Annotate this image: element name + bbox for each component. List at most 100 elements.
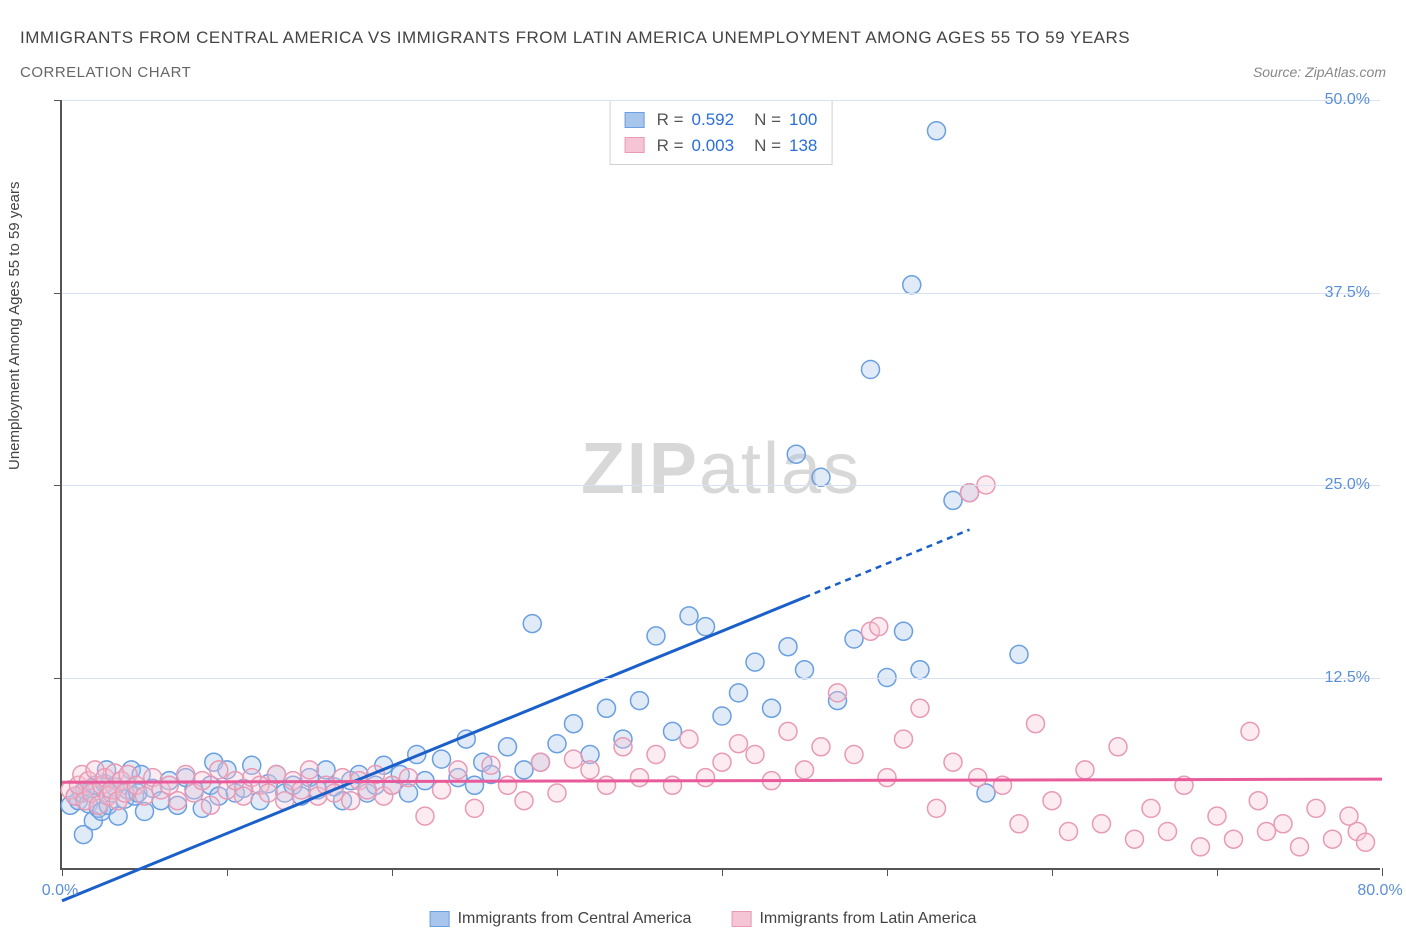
data-point <box>383 776 401 794</box>
x-tick <box>722 868 723 876</box>
data-point <box>895 730 913 748</box>
legend-series-item: Immigrants from Central America <box>430 910 692 928</box>
data-point <box>523 615 541 633</box>
data-point <box>1126 830 1144 848</box>
trend-line-extrapolated <box>805 530 970 598</box>
data-point <box>433 750 451 768</box>
legend-swatch <box>731 911 751 927</box>
source-attribution: Source: ZipAtlas.com <box>1253 64 1386 80</box>
data-point <box>845 746 863 764</box>
data-point <box>532 753 550 771</box>
data-point <box>911 661 929 679</box>
data-point <box>614 738 632 756</box>
data-point <box>697 618 715 636</box>
data-point <box>1324 830 1342 848</box>
data-point <box>210 761 228 779</box>
y-tick-label: 25.0% <box>1325 476 1370 494</box>
trend-line <box>62 597 805 900</box>
data-point <box>449 761 467 779</box>
data-point <box>911 699 929 717</box>
data-point <box>746 653 764 671</box>
data-point <box>845 630 863 648</box>
data-point <box>515 792 533 810</box>
data-point <box>169 792 187 810</box>
data-point <box>1249 792 1267 810</box>
data-point <box>796 761 814 779</box>
data-point <box>779 722 797 740</box>
data-point <box>202 796 220 814</box>
data-point <box>713 753 731 771</box>
data-point <box>1010 645 1028 663</box>
chart-plot-area: ZIPatlas R =0.592N =100R =0.003N =138 12… <box>60 100 1380 870</box>
x-tick-label: 80.0% <box>1357 882 1402 900</box>
data-point <box>565 715 583 733</box>
n-label: N = <box>754 107 781 133</box>
n-label: N = <box>754 133 781 159</box>
data-point <box>433 781 451 799</box>
data-point <box>878 769 896 787</box>
y-axis-label: Unemployment Among Ages 55 to 59 years <box>6 181 23 470</box>
data-point <box>499 776 517 794</box>
gridline <box>62 100 1380 101</box>
data-point <box>812 468 830 486</box>
data-point <box>136 787 154 805</box>
legend-stat-row: R =0.592N =100 <box>625 107 818 133</box>
x-tick <box>1217 868 1218 876</box>
data-point <box>787 445 805 463</box>
x-tick <box>227 868 228 876</box>
data-point <box>515 761 533 779</box>
x-tick <box>887 868 888 876</box>
data-point <box>548 784 566 802</box>
data-point <box>342 792 360 810</box>
chart-title: IMMIGRANTS FROM CENTRAL AMERICA VS IMMIG… <box>20 28 1130 48</box>
data-point <box>482 756 500 774</box>
legend-stat-row: R =0.003N =138 <box>625 133 818 159</box>
data-point <box>400 769 418 787</box>
data-point <box>1109 738 1127 756</box>
data-point <box>1027 715 1045 733</box>
y-tick <box>54 293 62 294</box>
x-tick <box>1382 868 1383 876</box>
data-point <box>1241 722 1259 740</box>
n-value: 100 <box>789 107 817 133</box>
y-tick-label: 50.0% <box>1325 91 1370 109</box>
data-point <box>548 735 566 753</box>
data-point <box>598 699 616 717</box>
data-point <box>292 781 310 799</box>
data-point <box>416 807 434 825</box>
data-point <box>870 618 888 636</box>
r-label: R = <box>657 133 684 159</box>
data-point <box>1043 792 1061 810</box>
data-point <box>680 730 698 748</box>
data-point <box>903 276 921 294</box>
gridline <box>62 293 1380 294</box>
data-point <box>1192 838 1210 856</box>
data-point <box>796 661 814 679</box>
data-point <box>647 746 665 764</box>
data-point <box>730 735 748 753</box>
n-value: 138 <box>789 133 817 159</box>
data-point <box>259 784 277 802</box>
data-point <box>895 622 913 640</box>
data-point <box>664 722 682 740</box>
data-point <box>680 607 698 625</box>
data-point <box>713 707 731 725</box>
data-point <box>664 776 682 794</box>
data-point <box>1307 799 1325 817</box>
y-tick <box>54 678 62 679</box>
data-point <box>763 699 781 717</box>
y-tick <box>54 485 62 486</box>
legend-stats-box: R =0.592N =100R =0.003N =138 <box>610 100 833 165</box>
legend-swatch <box>625 112 645 128</box>
data-point <box>944 753 962 771</box>
data-point <box>466 799 484 817</box>
data-point <box>647 627 665 645</box>
data-point <box>730 684 748 702</box>
data-point <box>301 761 319 779</box>
data-point <box>631 769 649 787</box>
data-point <box>631 692 649 710</box>
data-point <box>1357 833 1375 851</box>
data-point <box>1010 815 1028 833</box>
data-point <box>969 769 987 787</box>
r-value: 0.592 <box>692 107 735 133</box>
